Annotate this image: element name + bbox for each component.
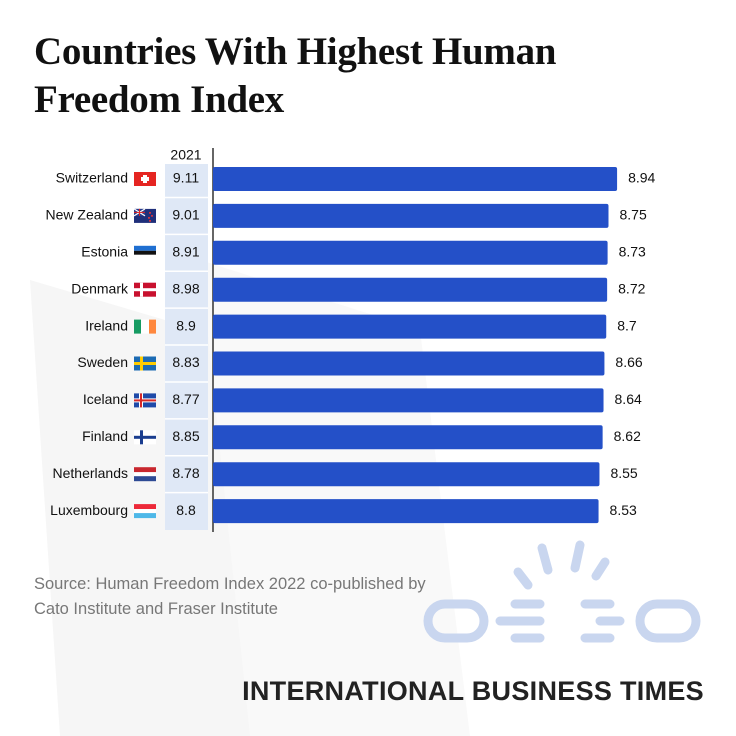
flag — [134, 319, 156, 334]
flag-part — [141, 177, 149, 181]
table-cell: 8.85 — [172, 428, 199, 444]
value-label: 8.66 — [615, 354, 642, 370]
value-label: 8.7 — [617, 317, 637, 333]
flag-part — [134, 250, 156, 255]
flag-part — [134, 399, 156, 402]
value-label: 8.75 — [620, 207, 647, 223]
category-label: Iceland — [83, 391, 128, 407]
flag-part — [151, 214, 153, 217]
flag — [134, 393, 156, 408]
flag-part — [134, 254, 156, 260]
table-cell: 8.9 — [176, 317, 196, 333]
flag — [134, 356, 156, 371]
flag — [133, 208, 156, 223]
bar — [213, 167, 618, 191]
table-cell: 8.78 — [172, 465, 199, 481]
bar — [213, 351, 605, 376]
flag-part — [134, 319, 141, 334]
bar — [213, 277, 608, 302]
background-shape — [200, 260, 470, 736]
table-cell: 8.98 — [172, 280, 199, 296]
column-header: 2021 — [170, 147, 201, 163]
value-label: 8.64 — [615, 391, 642, 407]
flag-part — [134, 513, 156, 519]
value-label: 8.55 — [610, 465, 637, 481]
table-cell: 9.01 — [172, 207, 199, 223]
table-cell: 8.8 — [176, 502, 196, 518]
flag-part — [134, 472, 156, 477]
value-label: 8.62 — [614, 428, 641, 444]
bar — [213, 388, 604, 413]
flag — [134, 467, 156, 482]
flag — [134, 172, 156, 186]
bar — [213, 314, 607, 339]
category-label: Denmark — [71, 280, 129, 296]
flag-part — [134, 509, 156, 514]
bar — [213, 203, 609, 228]
flag-part — [134, 288, 156, 292]
bar — [213, 425, 603, 450]
value-label: 8.94 — [628, 170, 655, 186]
value-label: 8.72 — [618, 280, 645, 296]
flag-part — [149, 211, 151, 214]
chain-icon — [423, 540, 701, 643]
table-cell: 8.77 — [172, 391, 199, 407]
bar — [213, 499, 599, 524]
table-cell: 8.91 — [172, 244, 199, 260]
table-cell: 9.11 — [173, 170, 199, 186]
flag — [134, 504, 156, 519]
category-label: Sweden — [77, 354, 128, 370]
value-label: 8.73 — [619, 244, 646, 260]
category-label: Ireland — [85, 317, 128, 333]
brand: INTERNATIONAL BUSINESS TIMES — [242, 676, 704, 706]
value-label: 8.53 — [610, 502, 637, 518]
table-cell: 8.83 — [172, 354, 199, 370]
flag-part — [141, 319, 149, 334]
column-background — [165, 164, 208, 530]
flag-part — [134, 476, 156, 482]
flag-part — [134, 245, 156, 251]
bar — [213, 462, 600, 487]
flag — [134, 282, 156, 297]
category-label: Netherlands — [53, 465, 129, 481]
category-label: Luxembourg — [50, 502, 128, 518]
flag-part — [149, 319, 156, 334]
category-label: Estonia — [81, 244, 128, 260]
bar — [213, 240, 608, 265]
flag-part — [134, 435, 156, 439]
category-label: Switzerland — [56, 170, 128, 186]
flag-part — [134, 362, 156, 365]
category-label: New Zealand — [46, 207, 129, 223]
category-label: Finland — [82, 428, 128, 444]
source-note: Source: Human Freedom Index 2022 co-publ… — [34, 575, 426, 618]
flag-part — [134, 504, 156, 510]
flag-part — [134, 467, 156, 473]
flag-part — [148, 216, 150, 219]
flag-part — [149, 219, 151, 222]
flag — [134, 245, 156, 260]
flag — [134, 430, 156, 445]
flag-part — [134, 211, 145, 213]
chart-title: Countries With Highest Human Freedom Ind… — [34, 30, 557, 121]
